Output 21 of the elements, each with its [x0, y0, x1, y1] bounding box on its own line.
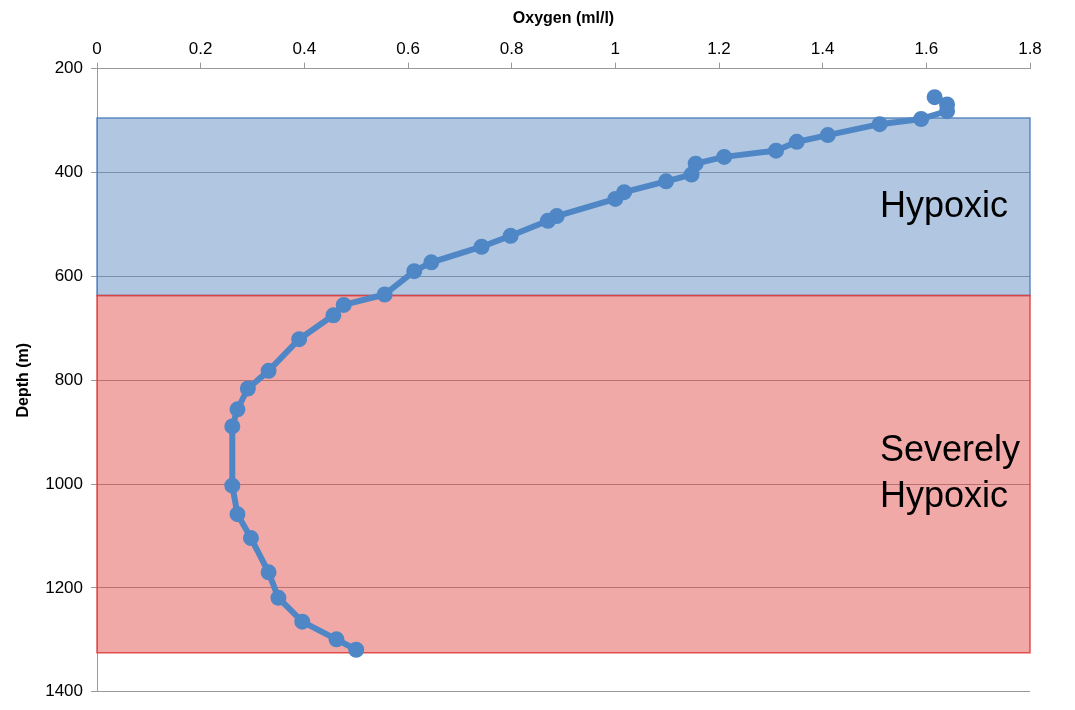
x-tick-label: 1.4 [810, 39, 835, 59]
x-tick-label: 1.8 [1018, 39, 1042, 59]
x-tick-label: 0.2 [188, 39, 213, 59]
x-axis-title: Oxygen (ml/l) [512, 9, 615, 27]
x-tick-label: 0.4 [292, 39, 317, 59]
x-tick-label: 0 [92, 39, 102, 59]
y-tick-label: 800 [54, 369, 84, 389]
x-tick-label: 0.6 [396, 39, 420, 59]
y-tick-label: 200 [54, 58, 84, 78]
band-label: Hypoxic [880, 183, 1009, 225]
x-tick-label: 0.8 [499, 39, 524, 59]
x-tick-label: 1 [610, 39, 621, 59]
x-tick-label: 1.2 [707, 39, 731, 59]
y-tick-label: 600 [54, 266, 84, 286]
band-label: Severely Hypoxic [880, 428, 1021, 516]
y-tick-label: 400 [54, 162, 84, 182]
y-tick-label: 1400 [45, 681, 84, 701]
y-axis-title: Depth (m) [14, 342, 32, 418]
y-tick-label: 1200 [45, 577, 84, 597]
x-tick-label: 1.6 [914, 39, 939, 59]
y-tick-label: 1000 [45, 473, 84, 493]
